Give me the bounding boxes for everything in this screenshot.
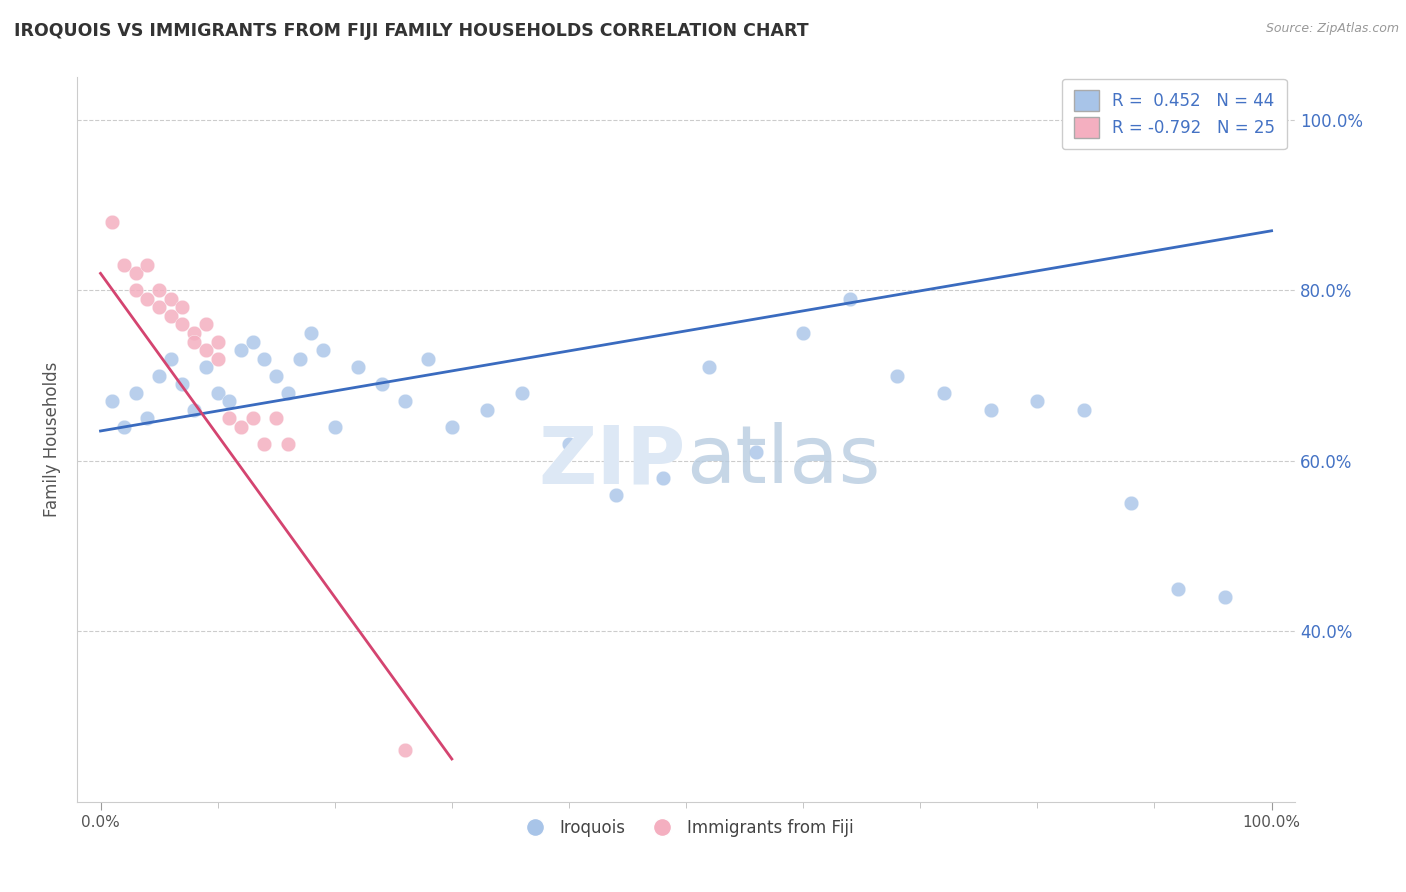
Point	[839, 292, 862, 306]
Point	[605, 488, 627, 502]
Point	[136, 411, 159, 425]
Point	[277, 385, 299, 400]
Point	[1249, 113, 1271, 128]
Point	[1237, 113, 1260, 128]
Point	[980, 402, 1002, 417]
Point	[229, 419, 252, 434]
Point	[394, 743, 416, 757]
Point	[112, 419, 135, 434]
Point	[183, 334, 205, 349]
Point	[440, 419, 463, 434]
Point	[745, 445, 768, 459]
Point	[159, 292, 181, 306]
Y-axis label: Family Households: Family Households	[44, 362, 60, 517]
Point	[510, 385, 533, 400]
Point	[172, 318, 194, 332]
Point	[194, 318, 217, 332]
Point	[288, 351, 311, 366]
Point	[264, 368, 287, 383]
Point	[418, 351, 440, 366]
Point	[886, 368, 908, 383]
Point	[159, 309, 181, 323]
Point	[194, 343, 217, 357]
Point	[370, 377, 392, 392]
Point	[932, 385, 955, 400]
Point	[112, 258, 135, 272]
Legend: Iroquois, Immigrants from Fiji: Iroquois, Immigrants from Fiji	[512, 813, 860, 844]
Point	[172, 377, 194, 392]
Point	[299, 326, 322, 340]
Point	[136, 258, 159, 272]
Point	[101, 215, 124, 229]
Point	[277, 436, 299, 450]
Point	[194, 360, 217, 375]
Text: Source: ZipAtlas.com: Source: ZipAtlas.com	[1265, 22, 1399, 36]
Point	[242, 334, 264, 349]
Point	[1167, 582, 1189, 596]
Point	[253, 436, 276, 450]
Point	[124, 385, 146, 400]
Point	[312, 343, 335, 357]
Point	[347, 360, 370, 375]
Point	[558, 436, 581, 450]
Point	[207, 334, 229, 349]
Point	[699, 360, 721, 375]
Point	[1119, 496, 1142, 510]
Point	[1026, 394, 1049, 409]
Point	[218, 411, 240, 425]
Text: atlas: atlas	[686, 422, 880, 500]
Point	[159, 351, 181, 366]
Point	[207, 385, 229, 400]
Point	[172, 301, 194, 315]
Text: IROQUOIS VS IMMIGRANTS FROM FIJI FAMILY HOUSEHOLDS CORRELATION CHART: IROQUOIS VS IMMIGRANTS FROM FIJI FAMILY …	[14, 22, 808, 40]
Point	[148, 301, 170, 315]
Point	[323, 419, 346, 434]
Point	[651, 471, 673, 485]
Point	[1073, 402, 1095, 417]
Point	[124, 266, 146, 280]
Point	[124, 284, 146, 298]
Point	[218, 394, 240, 409]
Point	[183, 326, 205, 340]
Point	[229, 343, 252, 357]
Text: ZIP: ZIP	[538, 422, 686, 500]
Point	[136, 292, 159, 306]
Point	[264, 411, 287, 425]
Point	[183, 402, 205, 417]
Point	[394, 394, 416, 409]
Point	[242, 411, 264, 425]
Point	[101, 394, 124, 409]
Point	[148, 368, 170, 383]
Point	[475, 402, 498, 417]
Point	[253, 351, 276, 366]
Point	[207, 351, 229, 366]
Point	[792, 326, 814, 340]
Point	[148, 284, 170, 298]
Point	[1213, 590, 1236, 604]
